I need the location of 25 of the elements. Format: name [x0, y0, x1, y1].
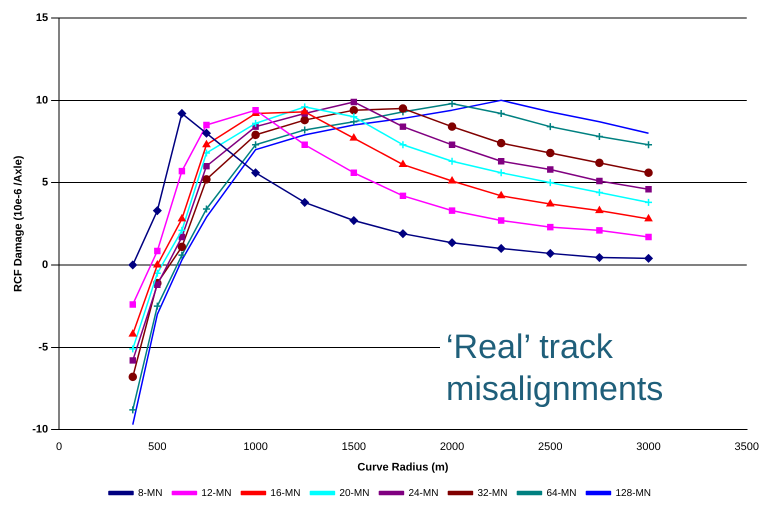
x-tick-label: 3500 — [734, 441, 760, 454]
legend-label: 20-MN — [339, 488, 370, 499]
x-axis-title: Curve Radius (m) — [357, 461, 449, 474]
x-tick-label: 0 — [56, 441, 62, 454]
x-tick-label: 1000 — [243, 441, 268, 454]
legend-label: 16-MN — [270, 488, 300, 499]
x-tick-label: 3000 — [636, 441, 661, 454]
y-axis-title: RCF Damage (10e-6 /Axle) — [12, 155, 25, 292]
x-tick-label: 2000 — [440, 441, 464, 454]
legend-label: 128-MN — [615, 488, 652, 499]
legend-label: 32-MN — [477, 488, 508, 499]
y-tick-label: 10 — [36, 94, 48, 106]
legend-label: 12-MN — [201, 488, 232, 499]
x-tick-label: 500 — [148, 441, 167, 454]
y-tick-label: -5 — [38, 341, 48, 354]
y-tick-label: 0 — [42, 258, 48, 271]
annotation: ‘Real’ track misalignments — [440, 326, 752, 410]
x-tick-label: 1500 — [342, 441, 366, 454]
y-tick-label: 15 — [36, 12, 48, 24]
y-tick-label: 5 — [42, 176, 48, 189]
legend-label: 64-MN — [546, 488, 576, 499]
x-tick-label: 2500 — [538, 441, 563, 454]
legend-label: 24-MN — [408, 488, 438, 499]
y-tick-label: -10 — [32, 424, 48, 436]
legend-label: 8-MN — [138, 488, 162, 499]
